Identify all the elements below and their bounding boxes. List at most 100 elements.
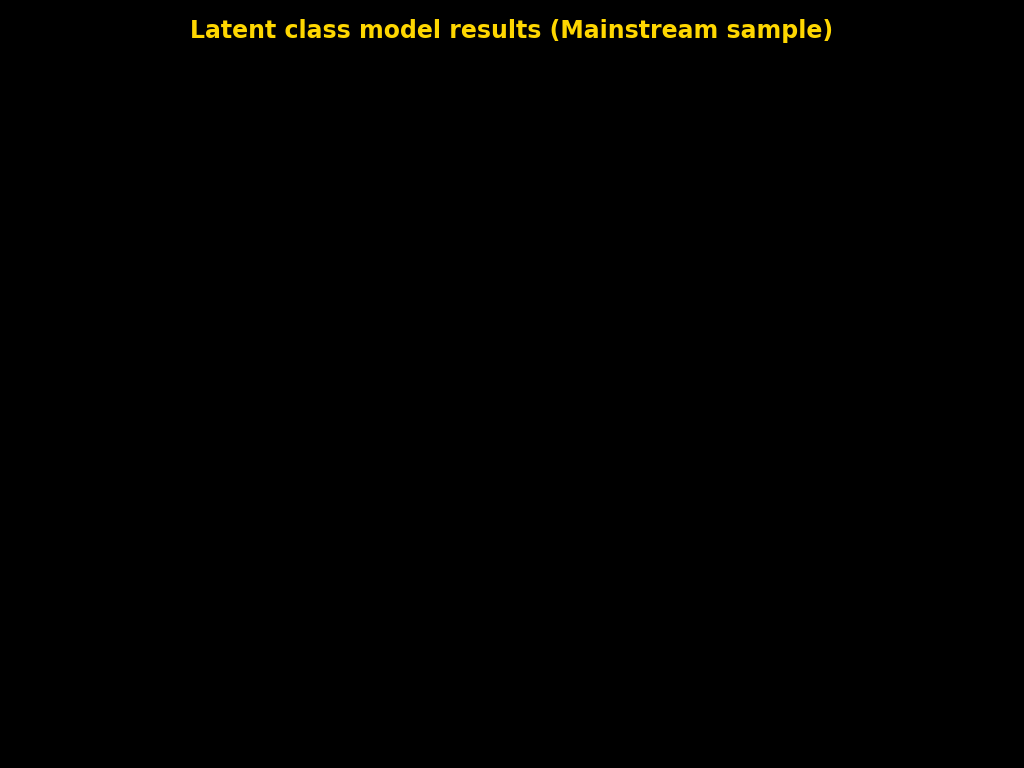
Text: (0.024): (0.024) xyxy=(468,440,501,449)
Text: $4.04: $4.04 xyxy=(526,561,552,570)
Text: $100.80: $100.80 xyxy=(735,546,772,555)
Text: (0.009): (0.009) xyxy=(569,248,602,257)
Text: 0.0129**: 0.0129** xyxy=(624,263,665,272)
Text: (0.001): (0.001) xyxy=(366,263,398,272)
Text: (0.752): (0.752) xyxy=(468,354,501,363)
Text: Dummy - 1 if solar.: Dummy - 1 if solar. xyxy=(17,320,103,329)
Text: 0.0482*: 0.0482* xyxy=(736,440,772,449)
Text: Technologically oriented lifestyle: Scale (0-25): Technologically oriented lifestyle: Scal… xyxy=(17,440,227,449)
Text: (0.067): (0.067) xyxy=(366,190,398,200)
Text: For a 10% increase in EV GMC / yr: For a 10% increase in EV GMC / yr xyxy=(17,532,171,541)
Text: (5.88): (5.88) xyxy=(677,532,705,541)
Text: (0.011): (0.011) xyxy=(675,248,708,257)
Text: Coeff: Coeff xyxy=(319,158,345,168)
Text: $316.80: $316.80 xyxy=(419,532,456,541)
Text: (16.56): (16.56) xyxy=(790,546,822,555)
Text: (25.45): (25.45) xyxy=(468,561,501,570)
Text: (5.04): (5.04) xyxy=(369,518,395,527)
Text: (0.216): (0.216) xyxy=(468,397,501,406)
Text: s.e.: s.e. xyxy=(798,158,814,168)
Text: 0.17: 0.17 xyxy=(743,580,764,589)
Text: (0.002): (0.002) xyxy=(790,220,822,228)
Text: Dummy - 1 if Bachelors or higher: Dummy - 1 if Bachelors or higher xyxy=(17,412,168,421)
Text: (0.092): (0.092) xyxy=(468,484,501,492)
Text: 0.2059: 0.2059 xyxy=(523,306,555,315)
Text: -0.0364: -0.0364 xyxy=(420,484,455,492)
Text: Coeff: Coeff xyxy=(424,158,450,168)
Text: Coeff: Coeff xyxy=(631,158,656,168)
Text: -5978.61: -5978.61 xyxy=(311,594,352,604)
Text: Intercept: Intercept xyxy=(17,354,58,363)
Text: 0.4981: 0.4981 xyxy=(421,320,453,329)
Text: Class 3
Cost motivated: Class 3 Cost motivated xyxy=(633,114,708,137)
Text: -0.325***: -0.325*** xyxy=(311,291,353,300)
Text: (0.002): (0.002) xyxy=(468,220,501,228)
Text: (0.320): (0.320) xyxy=(468,306,501,315)
Text: (0.159): (0.159) xyxy=(790,320,822,329)
Text: -0.0169***: -0.0169*** xyxy=(413,220,461,228)
Text: Annual WTP ($CAD): Annual WTP ($CAD) xyxy=(17,503,118,512)
Text: Dummy - 1 if wind.: Dummy - 1 if wind. xyxy=(17,291,103,300)
Text: Class 4
Renewable focused: Class 4 Renewable focused xyxy=(735,114,830,137)
Text: -0.2476**: -0.2476** xyxy=(732,484,775,492)
Text: -0.0301***: -0.0301*** xyxy=(308,220,356,228)
Text: (2.76): (2.76) xyxy=(369,546,395,555)
Text: (0.149): (0.149) xyxy=(790,306,822,315)
Text: 0.1405: 0.1405 xyxy=(628,306,659,315)
Text: Overall Pseudo R²: Overall Pseudo R² xyxy=(17,609,98,618)
Text: Altruistic values: Relative scale (0-12): Altruistic values: Relative scale (0-12) xyxy=(17,469,189,478)
Text: 0.2313: 0.2313 xyxy=(523,190,555,200)
Text: (0.068): (0.068) xyxy=(675,469,708,478)
Text: (3.72): (3.72) xyxy=(572,546,599,555)
Text: (2.85): (2.85) xyxy=(572,561,599,570)
Text: (0.164): (0.164) xyxy=(569,190,602,200)
Text: (0.004): (0.004) xyxy=(468,263,501,272)
Text: 0.0006: 0.0006 xyxy=(421,469,453,478)
Text: (0.004): (0.004) xyxy=(569,233,602,243)
Text: 0.0732: 0.0732 xyxy=(421,306,453,315)
Text: To adopt UCC: To adopt UCC xyxy=(17,561,78,570)
Text: (0.249): (0.249) xyxy=(675,320,708,329)
Text: 0.1206*: 0.1206* xyxy=(626,455,662,464)
Text: (0.024): (0.024) xyxy=(675,440,708,449)
Text: (0.001): (0.001) xyxy=(366,220,398,228)
Text: -0.2307***: -0.2307*** xyxy=(620,220,668,228)
Text: (0.138): (0.138) xyxy=(569,306,602,315)
Text: $5.74: $5.74 xyxy=(319,561,345,570)
Text: (8.16): (8.16) xyxy=(572,518,599,527)
Text: (1.56): (1.56) xyxy=(677,546,705,555)
Text: -2.408***: -2.408*** xyxy=(416,190,458,200)
Text: 0.0202***: 0.0202*** xyxy=(415,383,460,392)
Text: 0.1325: 0.1325 xyxy=(421,397,453,406)
Text: $15.60: $15.60 xyxy=(316,546,348,555)
Text: (0.140): (0.140) xyxy=(569,291,602,300)
Text: $46.80: $46.80 xyxy=(316,532,348,541)
Text: $3.87: $3.87 xyxy=(631,561,656,570)
Text: $86.40: $86.40 xyxy=(523,532,555,541)
Text: (0.137): (0.137) xyxy=(569,320,602,329)
Text: s.e.: s.e. xyxy=(682,158,699,168)
Text: Age: Continuous: Age: Continuous xyxy=(17,383,92,392)
Text: -0.2996**: -0.2996** xyxy=(517,291,561,300)
Text: (49.08): (49.08) xyxy=(468,518,501,527)
Text: (17.76): (17.76) xyxy=(569,532,602,541)
Text: 0.33: 0.33 xyxy=(529,580,549,589)
Text: $43.20: $43.20 xyxy=(738,532,770,541)
Text: -0.2555*: -0.2555* xyxy=(734,306,773,315)
Text: -0.0024: -0.0024 xyxy=(521,263,556,272)
Text: (0.003): (0.003) xyxy=(675,263,708,272)
Text: (1.20): (1.20) xyxy=(678,561,705,570)
Text: Class 1
Anti-UCC: Class 1 Anti-UCC xyxy=(441,114,485,137)
Text: Table 4: MNL and LCM specifications of the discrete choice model accompanied by : Table 4: MNL and LCM specifications of t… xyxy=(17,648,750,657)
Text: (0.002): (0.002) xyxy=(790,263,822,272)
Text: (0.212): (0.212) xyxy=(675,397,708,406)
Text: -0.0807: -0.0807 xyxy=(736,469,771,478)
Text: -0.0921: -0.0921 xyxy=(627,291,662,300)
Text: (0.060): (0.060) xyxy=(366,291,398,300)
Text: Type of green electricity (base = “mixed sources”): Type of green electricity (base = “mixed… xyxy=(17,277,275,286)
Text: (2.88): (2.88) xyxy=(678,518,705,527)
Text: (0.005): (0.005) xyxy=(675,233,708,243)
Text: standard error values calculated using the delta method): standard error values calculated using t… xyxy=(17,668,278,677)
Text: 0.0807***: 0.0807*** xyxy=(622,440,667,449)
Text: Model attributes: Model attributes xyxy=(17,205,102,214)
